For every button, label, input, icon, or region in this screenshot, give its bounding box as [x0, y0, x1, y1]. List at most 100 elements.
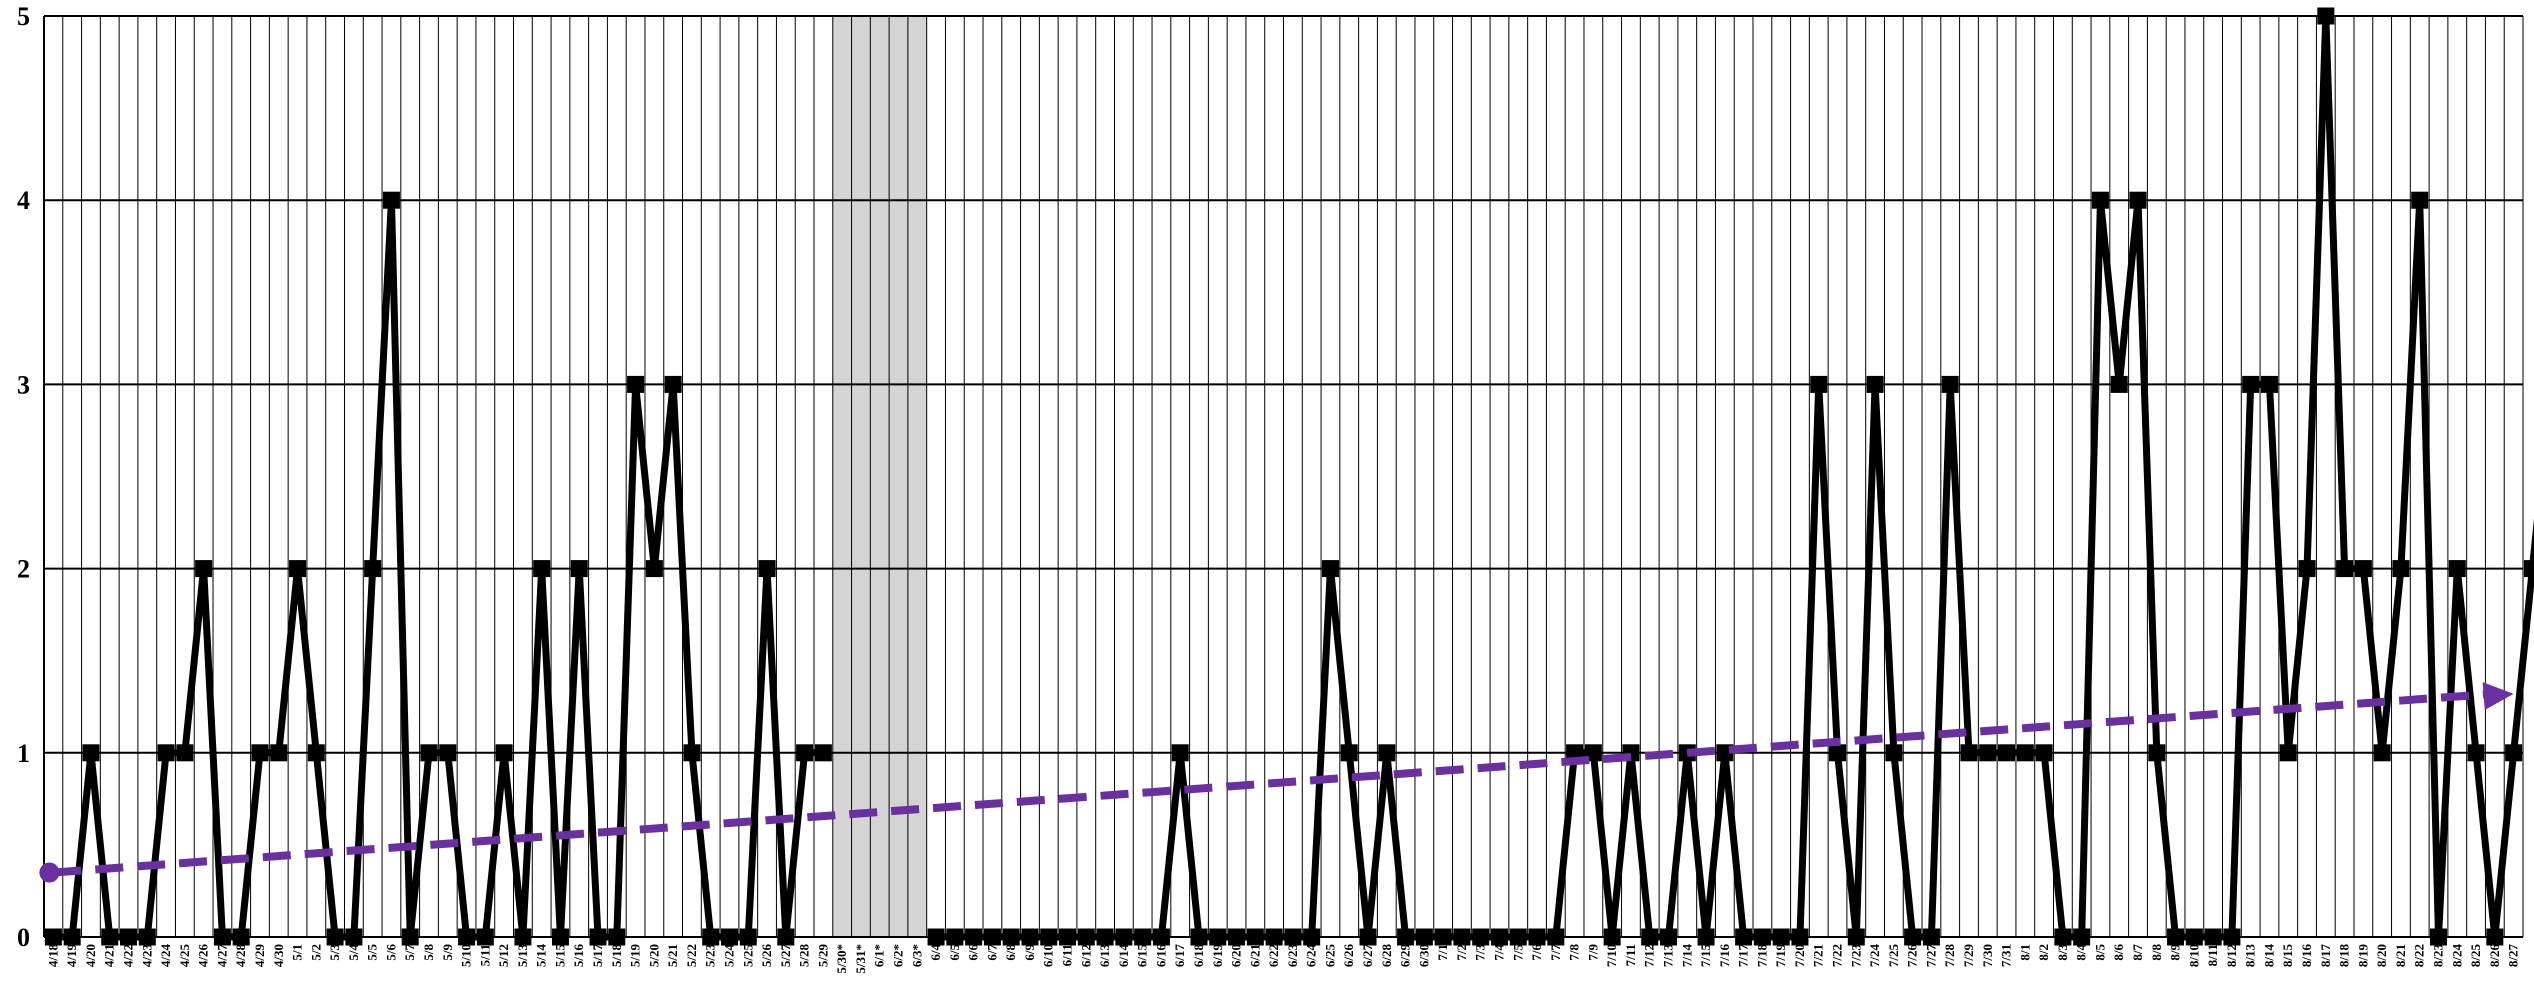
data-point: [1472, 928, 1490, 946]
x-tick-label: 7/25: [1886, 944, 1901, 968]
data-point: [1228, 928, 1246, 946]
x-tick-label: 4/29: [252, 944, 267, 968]
x-tick-label: 7/21: [1811, 944, 1826, 967]
x-tick-label: 5/15: [552, 944, 567, 968]
data-point: [1979, 744, 1997, 762]
x-tick-label: 4/18: [45, 944, 60, 968]
data-point: [2167, 928, 2185, 946]
x-tick-label: 5/2: [308, 944, 323, 961]
data-point: [232, 928, 250, 946]
x-tick-label: 5/3: [327, 944, 342, 961]
x-tick-label: 5/7: [402, 944, 417, 961]
x-tick-label: 5/28: [797, 944, 812, 968]
data-point: [1810, 375, 1828, 393]
x-tick-label: 6/29: [1398, 944, 1413, 968]
data-point: [2129, 191, 2147, 209]
data-point: [1340, 744, 1358, 762]
x-tick-label: 8/21: [2393, 944, 2408, 967]
x-tick-label: 5/10: [459, 944, 474, 967]
x-tick-label: 7/23: [1848, 944, 1863, 968]
data-point: [2373, 744, 2391, 762]
x-tick-label: 7/31: [1999, 944, 2014, 967]
x-tick-label: 7/5: [1510, 944, 1525, 961]
data-point: [570, 560, 588, 578]
x-tick-label: 6/13: [1097, 944, 1112, 968]
data-point: [1960, 744, 1978, 762]
data-point: [251, 744, 269, 762]
x-tick-label: 4/30: [271, 944, 286, 967]
x-tick-label: 6/22: [1266, 944, 1281, 967]
x-tick-label: 4/20: [83, 944, 98, 967]
x-tick-label: 5/14: [534, 944, 549, 968]
x-tick-label: 5/12: [496, 944, 511, 967]
x-tick-label: 5/23: [703, 944, 718, 968]
x-tick-label: 5/13: [515, 944, 530, 968]
x-tick-label: 5/5: [365, 944, 380, 961]
x-tick-label: 7/22: [1830, 944, 1845, 967]
data-point: [1735, 928, 1753, 946]
data-point: [1152, 928, 1170, 946]
data-point: [533, 560, 551, 578]
data-point: [157, 744, 175, 762]
data-point: [1509, 928, 1527, 946]
x-tick-label: 6/15: [1135, 944, 1150, 968]
x-tick-label: 6/12: [1078, 944, 1093, 967]
x-tick-label: 5/26: [759, 944, 774, 968]
data-point: [946, 928, 964, 946]
x-tick-label: 6/25: [1322, 944, 1337, 968]
x-tick-label: 6/20: [1229, 944, 1244, 967]
data-point: [458, 928, 476, 946]
x-tick-label: 4/23: [139, 944, 154, 968]
data-point: [1904, 928, 1922, 946]
data-point: [1397, 928, 1415, 946]
x-tick-label: 6/1*: [872, 944, 887, 967]
x-tick-label: 4/21: [102, 944, 117, 967]
data-point: [2429, 928, 2447, 946]
x-tick-label: 5/30*: [834, 944, 849, 974]
x-tick-label: 7/11: [1623, 944, 1638, 966]
data-point: [2354, 560, 2372, 578]
y-tick-label: 3: [17, 370, 30, 399]
x-tick-label: 4/26: [196, 944, 211, 968]
data-point: [2317, 7, 2335, 25]
data-point: [551, 928, 569, 946]
data-point: [2336, 560, 2354, 578]
data-point: [120, 928, 138, 946]
x-tick-label: 8/17: [2318, 944, 2333, 968]
x-tick-label: 5/18: [609, 944, 624, 968]
data-point: [645, 560, 663, 578]
x-tick-label: 7/19: [1773, 944, 1788, 968]
x-tick-label: 5/4: [346, 944, 361, 961]
trendline-start-marker: [39, 862, 60, 883]
x-tick-label: 8/1: [2017, 944, 2032, 961]
x-tick-label: 6/17: [1172, 944, 1187, 968]
x-tick-label: 5/31*: [853, 944, 868, 974]
data-point: [1998, 744, 2016, 762]
data-point: [1941, 375, 1959, 393]
x-tick-label: 5/19: [628, 944, 643, 968]
x-tick-label: 8/16: [2299, 944, 2314, 968]
x-tick-label: 6/10: [1041, 944, 1056, 967]
x-tick-label: 8/8: [2149, 944, 2164, 961]
x-tick-label: 4/27: [214, 944, 229, 968]
data-point: [1096, 928, 1114, 946]
data-point: [814, 744, 832, 762]
x-tick-label: 5/29: [815, 944, 830, 968]
x-tick-label: 8/4: [2074, 944, 2089, 961]
x-tick-label: 8/23: [2430, 944, 2445, 968]
data-point: [1077, 928, 1095, 946]
data-point: [2392, 560, 2410, 578]
x-tick-label: 8/5: [2092, 944, 2107, 961]
data-point: [758, 560, 776, 578]
x-tick-label: 5/1: [290, 944, 305, 961]
data-point: [1359, 928, 1377, 946]
x-tick-label: 5/16: [571, 944, 586, 968]
x-tick-label: 7/14: [1679, 944, 1694, 968]
data-point: [683, 744, 701, 762]
x-tick-label: 7/8: [1567, 944, 1582, 961]
data-point: [796, 744, 814, 762]
data-point: [1415, 928, 1433, 946]
data-point: [1528, 928, 1546, 946]
x-tick-label: 7/18: [1754, 944, 1769, 968]
data-point: [1659, 928, 1677, 946]
